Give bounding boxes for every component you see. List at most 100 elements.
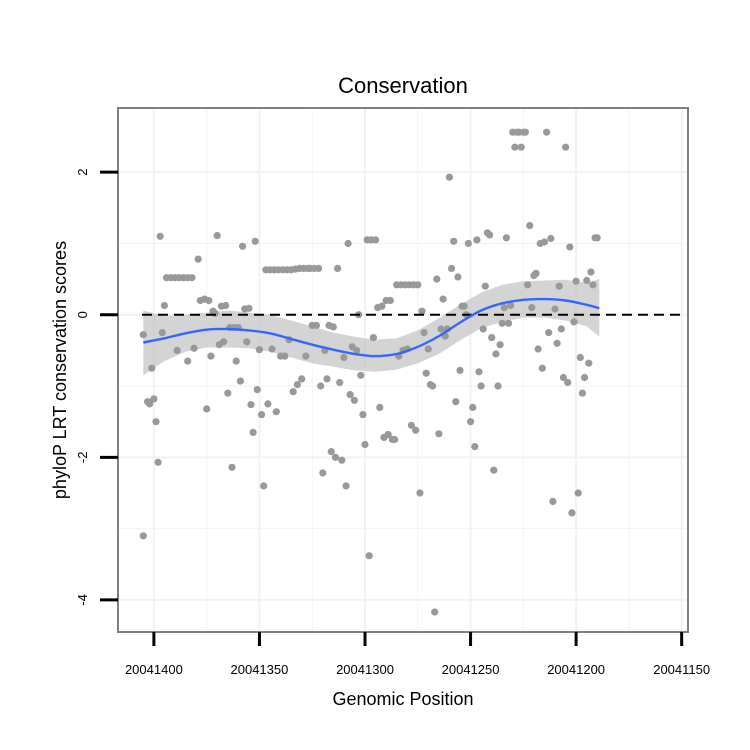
data-point [557, 325, 565, 333]
data-point [239, 242, 247, 250]
data-point [338, 456, 346, 464]
data-point [464, 239, 472, 248]
data-point [545, 329, 553, 337]
data-point [420, 329, 428, 337]
data-point [431, 608, 439, 616]
data-point [372, 236, 380, 244]
data-point [547, 234, 555, 243]
data-points [139, 128, 601, 616]
data-point [258, 411, 266, 419]
data-point [323, 375, 331, 383]
y-tick-label: 2 [75, 169, 90, 176]
data-point [336, 378, 344, 387]
data-point [148, 364, 156, 372]
data-point [353, 346, 361, 354]
data-point [298, 375, 306, 383]
data-point [205, 296, 213, 305]
data-point [507, 301, 515, 310]
data-point [543, 128, 551, 136]
data-point [424, 345, 432, 353]
data-point [146, 400, 154, 408]
data-point [331, 453, 339, 461]
data-point [502, 234, 510, 242]
data-point [207, 352, 215, 360]
data-point [139, 532, 147, 540]
data-point [475, 368, 483, 376]
data-point [469, 403, 477, 411]
data-point [528, 304, 536, 312]
data-point [160, 301, 168, 310]
data-point [249, 428, 257, 436]
data-point [587, 268, 595, 276]
data-point [365, 552, 373, 560]
x-tick-label: 20041400 [125, 662, 183, 677]
data-point [228, 463, 236, 471]
x-tick-label: 20041250 [442, 662, 500, 677]
data-point [578, 389, 587, 397]
data-point [346, 391, 354, 399]
data-point [414, 281, 422, 289]
data-point [232, 357, 240, 365]
data-point [384, 430, 392, 439]
data-point [350, 396, 358, 404]
chart-title: Conservation [338, 73, 468, 98]
data-point [538, 364, 546, 372]
data-point [572, 277, 580, 285]
x-tick-label: 20041200 [547, 662, 605, 677]
data-point [439, 295, 447, 303]
data-point [391, 435, 399, 444]
data-point [433, 275, 441, 283]
data-point [526, 222, 534, 230]
data-point [437, 325, 445, 333]
data-point [505, 319, 513, 327]
y-tick-label: 0 [75, 311, 90, 318]
data-point [211, 309, 219, 317]
data-point [481, 282, 489, 290]
data-point [315, 264, 323, 272]
x-tick-label: 20041300 [336, 662, 394, 677]
data-point [220, 338, 228, 346]
data-point [534, 345, 542, 353]
data-point [416, 489, 424, 497]
data-point [327, 448, 335, 456]
data-point [429, 382, 437, 390]
data-point [289, 388, 297, 396]
data-point [581, 373, 589, 382]
data-point [407, 421, 415, 429]
data-point [445, 173, 453, 181]
data-point [418, 307, 426, 315]
data-point [317, 382, 325, 390]
x-tick-label: 20041150 [653, 662, 710, 677]
data-point [570, 318, 578, 326]
data-point [378, 302, 386, 310]
confidence-ribbon [143, 279, 600, 376]
data-point [152, 418, 160, 426]
data-point [517, 143, 525, 151]
data-point [312, 321, 320, 329]
data-point [589, 281, 597, 289]
x-axis: 20041400 20041350 20041300 20041250 20041200… [125, 632, 710, 677]
data-point [454, 273, 462, 281]
data-point [450, 237, 458, 245]
data-point [576, 353, 584, 362]
data-point [319, 469, 327, 477]
data-point [435, 430, 443, 438]
data-point [340, 353, 348, 362]
data-point [500, 304, 508, 312]
data-point [251, 237, 259, 245]
data-point [156, 232, 164, 240]
data-point [564, 378, 572, 387]
data-point [329, 323, 337, 331]
data-point [448, 264, 456, 272]
data-point [359, 411, 367, 419]
data-point [190, 344, 198, 352]
data-point [245, 304, 253, 312]
data-point [243, 338, 251, 346]
data-point [467, 418, 475, 426]
data-point [568, 509, 576, 517]
grid-lines [118, 108, 688, 632]
data-point [158, 329, 166, 337]
data-point [549, 497, 557, 506]
data-point [521, 128, 530, 136]
